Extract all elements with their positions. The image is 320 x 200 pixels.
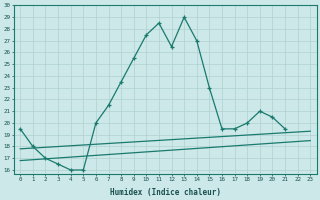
X-axis label: Humidex (Indice chaleur): Humidex (Indice chaleur) [110,188,221,197]
